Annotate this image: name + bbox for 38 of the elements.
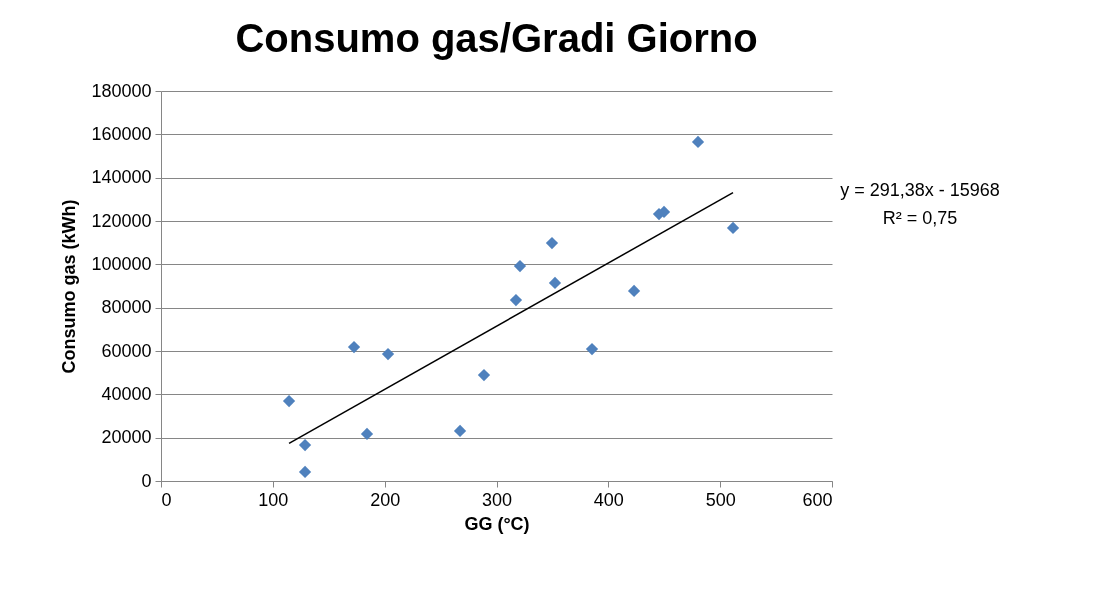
x-tick-label: 100 (258, 489, 289, 510)
point (545, 236, 559, 250)
x-tick-label: 500 (705, 489, 736, 510)
point (282, 394, 296, 408)
x-tick-label: 200 (370, 489, 401, 510)
point (726, 221, 740, 235)
y-axis-title: Consumo gas (kWh) (59, 199, 80, 374)
point (298, 438, 312, 452)
y-tick-label: 180000 (91, 80, 152, 101)
y-tick-label: 80000 (101, 297, 152, 318)
y-tick-label: 160000 (91, 123, 152, 144)
y-tick-label: 20000 (101, 427, 152, 448)
x-axis-title: GG (°C) (464, 513, 530, 534)
point (381, 347, 395, 361)
point (627, 284, 641, 298)
chart-title: Consumo gas/Gradi Giorno (235, 16, 758, 60)
x-tick-label: 0 (161, 489, 172, 510)
point (513, 259, 527, 273)
x-tick-label: 600 (802, 489, 833, 510)
x-tick-label: 400 (593, 489, 624, 510)
y-tick-label: 140000 (91, 167, 152, 188)
point (360, 427, 374, 441)
point (347, 340, 361, 354)
text: R² = 0,75 (882, 208, 958, 228)
point (453, 424, 467, 438)
y-tick-label: 120000 (91, 210, 152, 231)
text: y = 291,38x - 15968 (840, 180, 1000, 200)
point (585, 342, 599, 356)
x-tick-label: 300 (481, 489, 513, 510)
y-tick-label: 100000 (91, 253, 152, 274)
y-tick-label: 60000 (101, 340, 152, 361)
point (477, 368, 491, 382)
y-tick-label: 40000 (101, 383, 152, 404)
point (298, 465, 312, 479)
point (691, 135, 705, 149)
point (509, 293, 523, 307)
y-tick-label: 0 (141, 470, 152, 491)
point (548, 276, 562, 290)
